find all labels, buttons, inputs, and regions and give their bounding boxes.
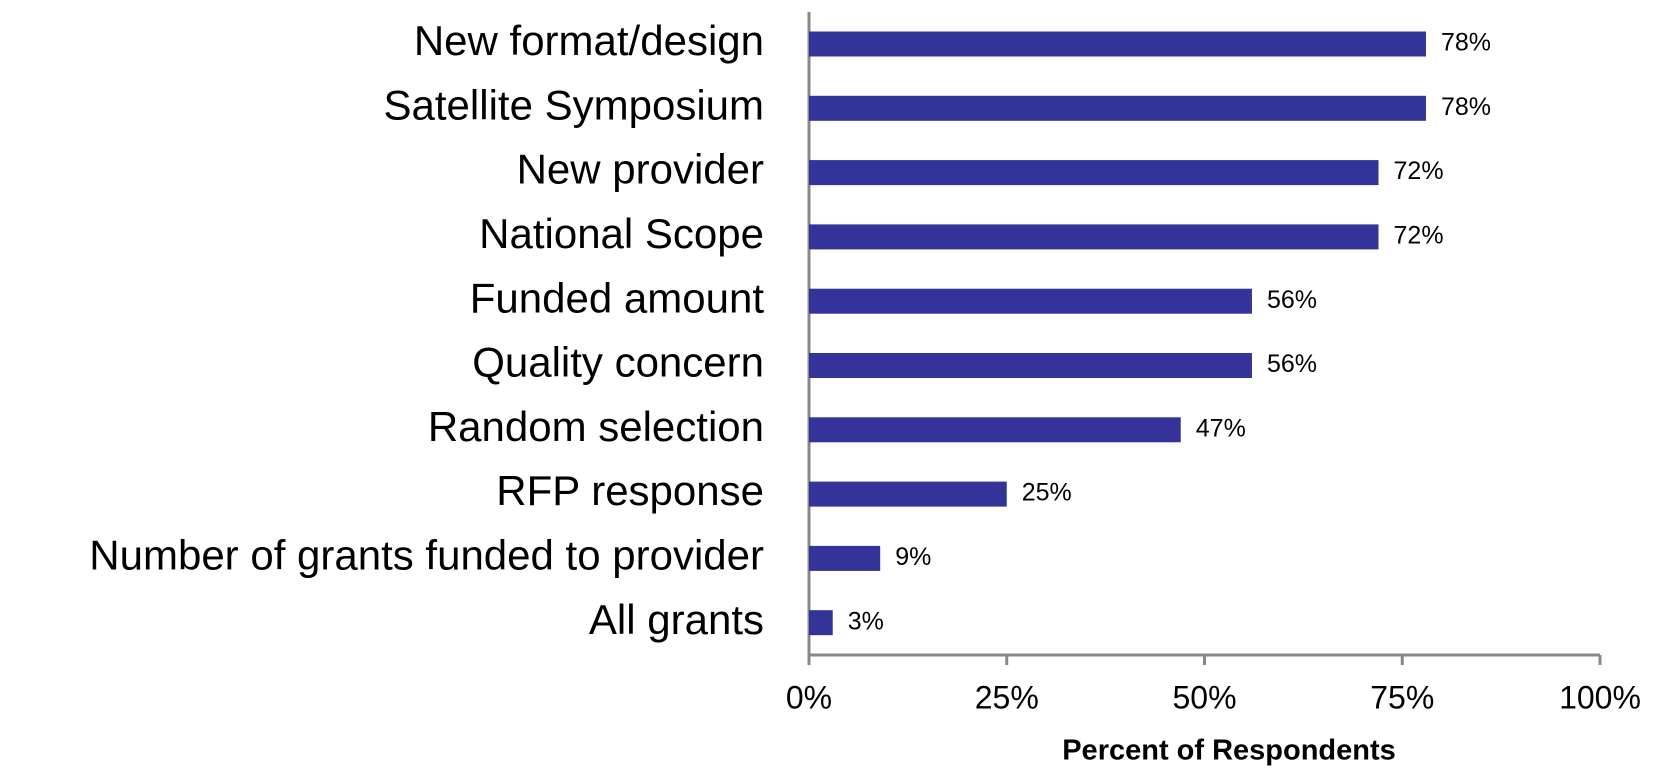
category-label: Funded amount: [470, 274, 765, 321]
category-label: New format/design: [414, 17, 764, 64]
bar: [809, 31, 1426, 57]
data-label: 78%: [1441, 93, 1491, 121]
data-label: 72%: [1394, 222, 1444, 250]
bar: [809, 224, 1379, 250]
x-tick-label: 25%: [975, 679, 1039, 715]
data-label: 9%: [895, 543, 931, 571]
bar: [809, 545, 881, 571]
bar: [809, 95, 1426, 121]
x-axis-title: Percent of Respondents: [1062, 735, 1396, 767]
x-tick-label: 100%: [1559, 679, 1641, 715]
data-label: 72%: [1394, 157, 1444, 185]
x-tick-label: 0%: [786, 679, 832, 715]
data-label: 56%: [1267, 350, 1317, 378]
data-label: 25%: [1022, 479, 1072, 507]
data-label: 47%: [1196, 414, 1246, 442]
x-tick-label: 75%: [1370, 679, 1434, 715]
data-label: 78%: [1441, 29, 1491, 57]
category-label: New provider: [517, 146, 764, 193]
bar: [809, 353, 1252, 378]
category-label: National Scope: [479, 210, 764, 257]
x-tick-label: 50%: [1172, 679, 1236, 715]
category-label: Satellite Symposium: [384, 81, 764, 128]
category-label: Number of grants funded to provider: [89, 531, 764, 578]
category-label: Quality concern: [472, 339, 764, 386]
category-label: RFP response: [496, 467, 764, 514]
category-label: All grants: [589, 596, 764, 643]
bar: [809, 481, 1007, 507]
data-label: 56%: [1267, 286, 1317, 314]
bar: [809, 288, 1252, 314]
bar: [809, 610, 833, 636]
category-label: Random selection: [428, 403, 764, 450]
bar: [809, 417, 1181, 443]
data-label: 3%: [848, 607, 884, 635]
bar: [809, 160, 1379, 186]
